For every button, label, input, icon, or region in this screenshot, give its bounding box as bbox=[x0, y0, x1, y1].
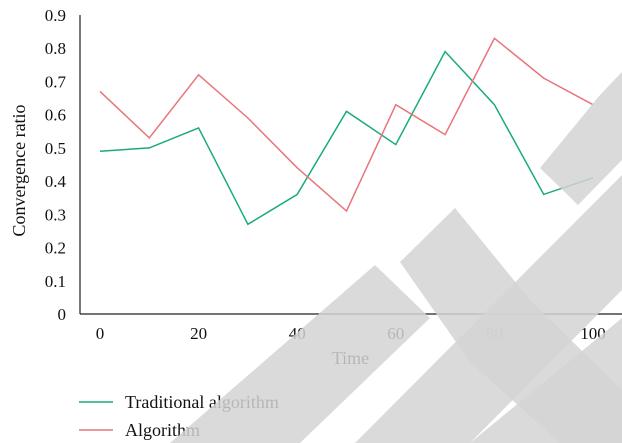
x-tick-label: 20 bbox=[190, 324, 207, 343]
x-tick-labels: 0 20 40 60 80 100 bbox=[96, 324, 606, 343]
y-tick-label: 0.5 bbox=[45, 139, 66, 158]
y-tick-label: 0.4 bbox=[45, 172, 67, 191]
y-tick-labels: 0 0.1 0.2 0.3 0.4 0.5 0.6 0.7 0.8 0.9 bbox=[45, 6, 67, 324]
x-tick-label: 0 bbox=[96, 324, 105, 343]
y-tick-label: 0.3 bbox=[45, 205, 66, 224]
y-tick-label: 0.9 bbox=[45, 6, 66, 25]
x-tick-label: 40 bbox=[289, 324, 306, 343]
y-tick-label: 0.2 bbox=[45, 239, 66, 258]
x-axis-title: Time bbox=[332, 348, 369, 368]
legend-label: Algorithm bbox=[125, 420, 200, 440]
series-lines bbox=[99, 37, 594, 226]
y-tick-label: 0 bbox=[58, 305, 67, 324]
x-tick-label: 60 bbox=[387, 324, 404, 343]
axes bbox=[79, 15, 622, 315]
y-tick-label: 0.1 bbox=[45, 272, 66, 291]
series-line-2 bbox=[99, 37, 594, 213]
legend-label: Traditional algorithm bbox=[125, 392, 279, 412]
y-tick-label: 0.7 bbox=[45, 72, 67, 91]
series-line-1 bbox=[99, 50, 594, 226]
y-axis-title: Convergence ratio bbox=[9, 104, 29, 236]
y-tick-label: 0.8 bbox=[45, 39, 66, 58]
y-tick-label: 0.6 bbox=[45, 106, 66, 125]
x-tick-label: 80 bbox=[486, 324, 503, 343]
x-tick-label: 100 bbox=[580, 324, 606, 343]
legend: Traditional algorithm Algorithm bbox=[79, 392, 279, 440]
